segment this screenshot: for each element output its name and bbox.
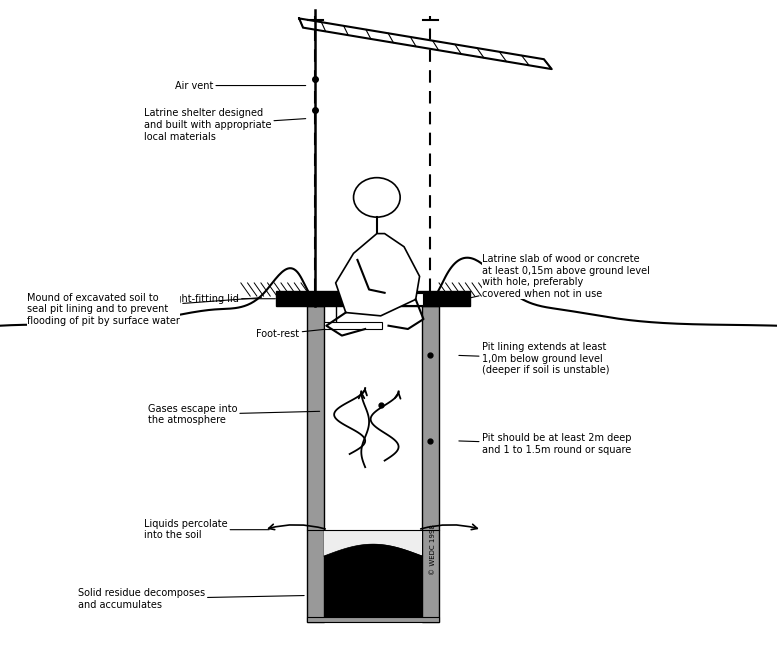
Bar: [324, 306, 422, 622]
Text: Latrine shelter designed
and built with appropriate
local materials: Latrine shelter designed and built with …: [144, 109, 305, 141]
Bar: [276, 291, 470, 306]
Text: Solid residue decomposes
and accumulates: Solid residue decomposes and accumulates: [78, 588, 304, 609]
Text: © WEDC 1998: © WEDC 1998: [430, 524, 436, 575]
Text: Foot-rest: Foot-rest: [256, 329, 325, 340]
Text: Air vent: Air vent: [175, 80, 305, 91]
Bar: [307, 617, 439, 622]
Text: Liquids percolate
into the soil: Liquids percolate into the soil: [144, 519, 269, 540]
Text: Mound of excavated soil to
seal pit lining and to prevent
flooding of pit by sur: Mound of excavated soil to seal pit lini…: [27, 293, 261, 326]
Bar: [324, 530, 422, 556]
Bar: [324, 322, 382, 329]
Text: Pit should be at least 2m deep
and 1 to 1.5m round or square: Pit should be at least 2m deep and 1 to …: [459, 434, 631, 455]
Text: Latrine slab of wood or concrete
at least 0,15m above ground level
with hole, pr: Latrine slab of wood or concrete at leas…: [469, 254, 650, 299]
Text: Gases escape into
the atmosphere: Gases escape into the atmosphere: [148, 404, 319, 425]
Polygon shape: [336, 234, 420, 316]
Text: Tight-fitting lid: Tight-fitting lid: [167, 293, 275, 304]
Text: Pit lining extends at least
1,0m below ground level
(deeper if soil is unstable): Pit lining extends at least 1,0m below g…: [459, 342, 609, 375]
Bar: [381, 293, 423, 305]
Bar: [307, 306, 324, 622]
Bar: [422, 306, 439, 622]
Circle shape: [354, 178, 400, 217]
Bar: [324, 556, 422, 622]
Polygon shape: [299, 18, 552, 69]
